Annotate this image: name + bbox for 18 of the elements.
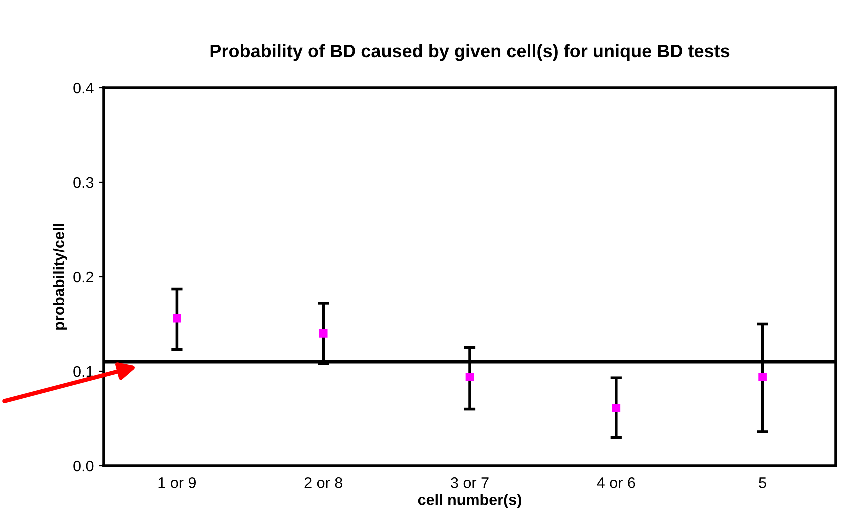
point [612,404,621,413]
x-tick-label: 1 or 9 [158,478,196,488]
x-tick-label: 3 or 7 [451,478,489,488]
y-tick-label: 0.0 [74,460,94,472]
point [319,330,328,338]
point [466,373,474,382]
chart-title: Probability of BD caused by given cell(s) for unique BD tests [210,44,730,62]
y-tick-label: 0.2 [74,272,94,283]
y-tick-label: 0.4 [74,82,94,94]
x-tick-label: 4 or 6 [597,478,636,488]
x-axis-title: cell number(s) [418,494,522,508]
point [758,373,767,382]
y-axis-title: probability/cell [53,224,68,330]
x-tick-label: 2 or 8 [304,478,342,488]
point [173,314,182,323]
y-tick-label: 0.1 [74,366,94,378]
x-tick-label: 5 [759,478,766,488]
y-tick-label: 0.3 [74,177,94,188]
